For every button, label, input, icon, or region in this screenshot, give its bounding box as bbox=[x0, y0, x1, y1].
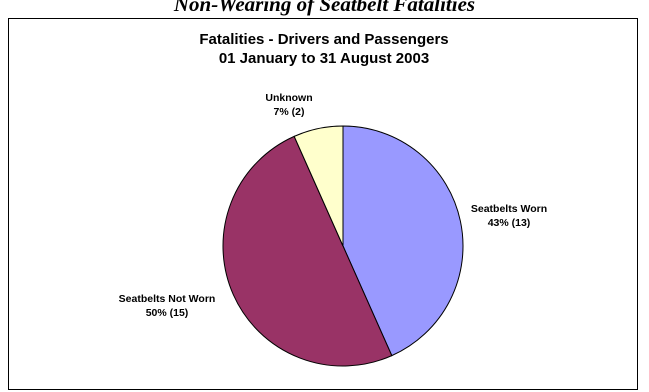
chart-subtitle: 01 January to 31 August 2003 bbox=[218, 50, 430, 67]
pie-slice-seatbelts-worn bbox=[342, 125, 464, 357]
pie-slice-unknown bbox=[293, 125, 344, 247]
slice-value-label-seatbelts-worn: 43% (13) bbox=[488, 217, 531, 229]
slice-value-label-seatbelts-not-worn: 50% (15) bbox=[146, 307, 189, 319]
slice-value-label-unknown: 7% (2) bbox=[274, 106, 305, 118]
pie-slice-seatbelts-not-worn bbox=[222, 135, 393, 367]
slice-label-seatbelts-worn: Seatbelts Worn bbox=[471, 203, 547, 215]
chart-title: Fatalities - Drivers and Passengers bbox=[199, 31, 449, 48]
chart-area: Fatalities - Drivers and Passengers 01 J… bbox=[8, 18, 638, 390]
slice-label-unknown: Unknown bbox=[265, 92, 312, 104]
pie-chart: Seatbelts Worn 43% (13) Seatbelts Not Worn… bbox=[119, 92, 547, 367]
chart-title-block: Fatalities - Drivers and Passengers 01 J… bbox=[9, 30, 639, 68]
slice-label-seatbelts-not-worn: Seatbelts Not Worn bbox=[119, 293, 216, 305]
page-heading: Non-Wearing of Seatbelt Fatalities bbox=[173, 0, 476, 16]
